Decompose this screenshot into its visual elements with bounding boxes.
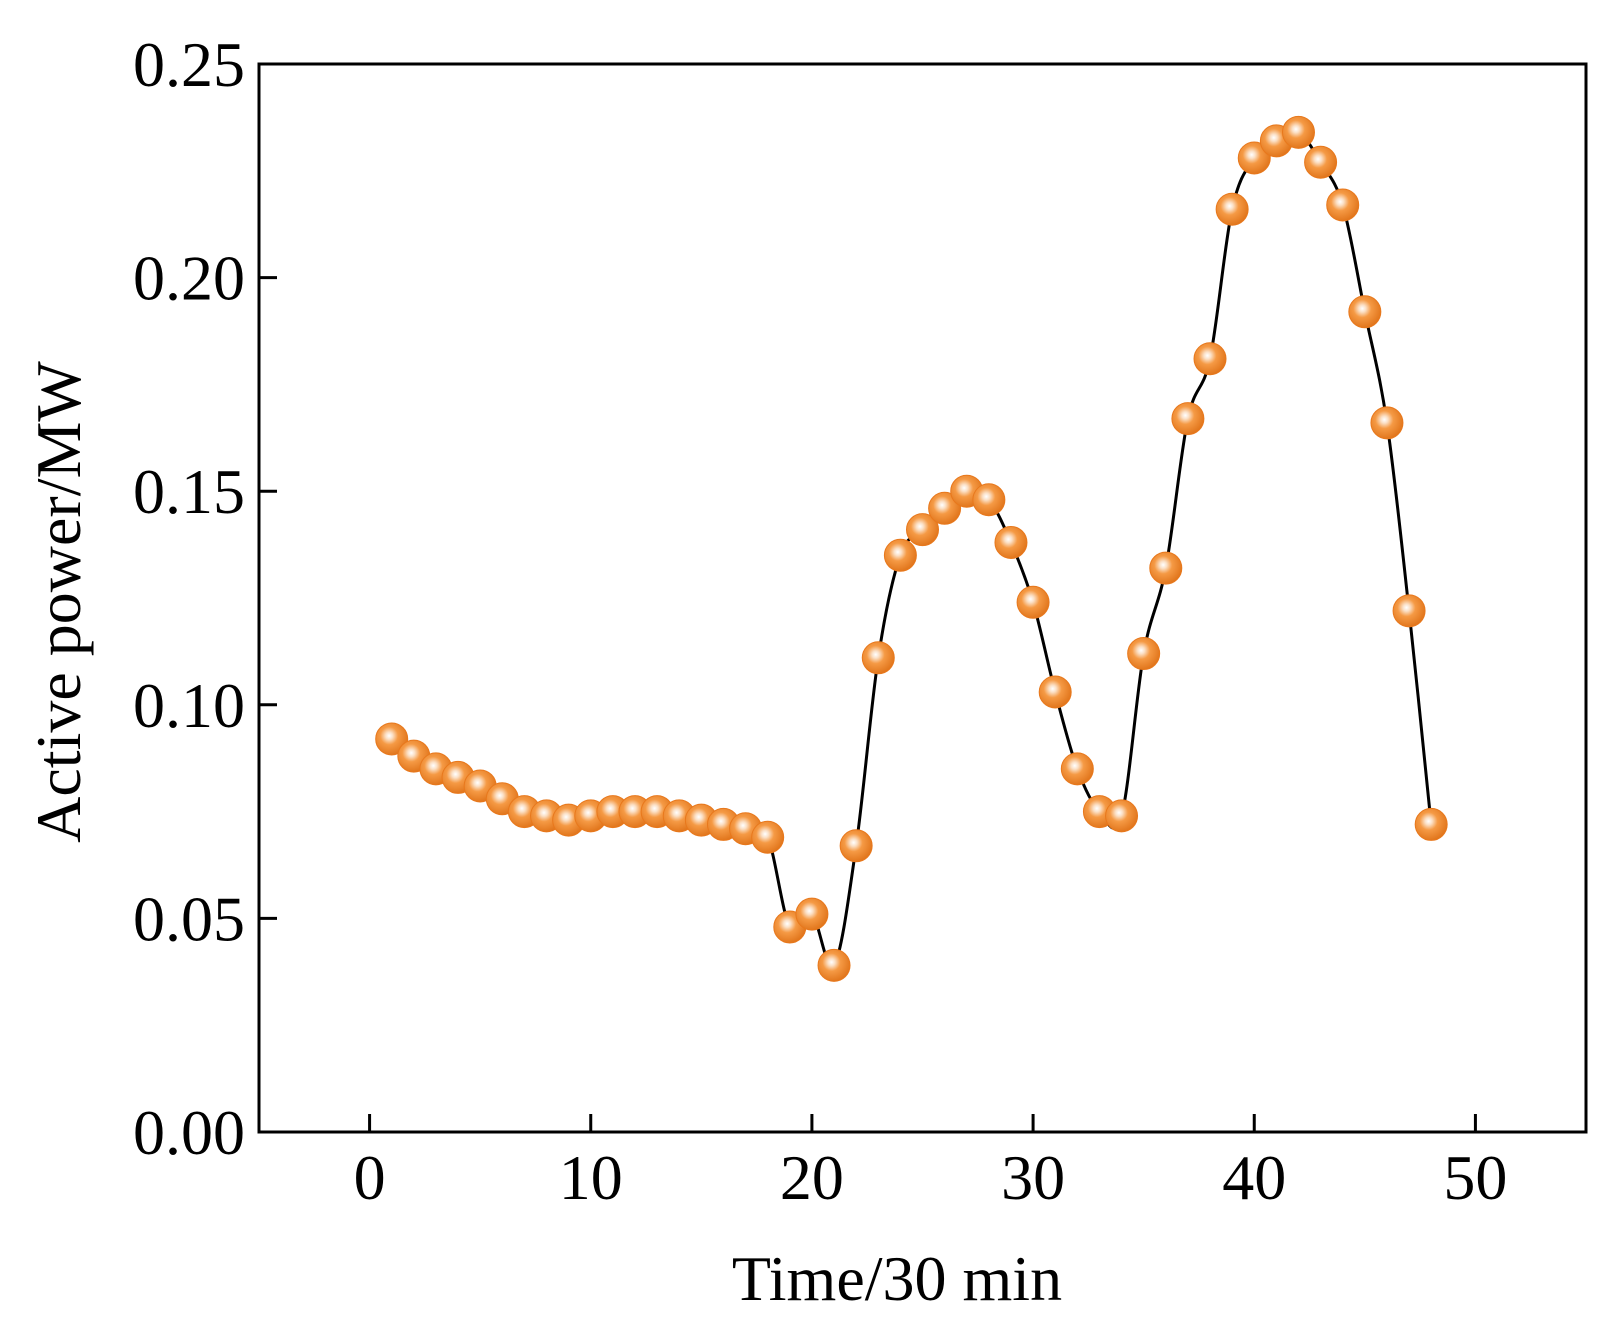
data-point (928, 491, 962, 525)
data-point (883, 538, 917, 572)
x-tick-label: 30 (1001, 1142, 1065, 1213)
y-tick-label: 0.20 (133, 243, 245, 314)
data-point (751, 820, 785, 854)
data-point (1060, 752, 1094, 786)
x-tick-label: 40 (1222, 1142, 1286, 1213)
data-point (972, 483, 1006, 517)
y-tick-label: 0.10 (133, 670, 245, 741)
data-point (1348, 295, 1382, 329)
data-point (1414, 807, 1448, 841)
data-point (1281, 115, 1315, 149)
data-point (1016, 585, 1050, 619)
data-point (861, 641, 895, 675)
data-point (817, 948, 851, 982)
data-point (1215, 192, 1249, 226)
data-point (1038, 675, 1072, 709)
data-point (839, 829, 873, 863)
x-tick-label: 0 (354, 1142, 386, 1213)
data-point (375, 722, 409, 756)
data-point (795, 897, 829, 931)
y-tick-label: 0.00 (133, 1097, 245, 1168)
data-point (1127, 637, 1161, 671)
x-tick-label: 10 (559, 1142, 623, 1213)
data-point (906, 513, 939, 547)
x-axis-title: Time/30 min (732, 1243, 1062, 1314)
y-axis-title: Active power/MW (23, 361, 94, 843)
x-tick-label: 50 (1443, 1142, 1507, 1213)
data-point (1193, 342, 1227, 376)
data-point (1237, 141, 1271, 175)
y-tick-label: 0.05 (133, 883, 245, 954)
y-tick-label: 0.15 (133, 456, 245, 527)
y-tick-label: 0.25 (133, 29, 245, 100)
data-point (1370, 406, 1404, 440)
data-point (1171, 402, 1205, 436)
data-point (994, 525, 1028, 559)
data-point (1105, 799, 1139, 833)
data-point (1304, 145, 1338, 179)
plot-frame (257, 62, 1588, 1134)
data-point (1149, 551, 1183, 585)
data-point (1392, 594, 1426, 628)
x-tick-label: 20 (780, 1142, 844, 1213)
data-point (1326, 188, 1360, 222)
